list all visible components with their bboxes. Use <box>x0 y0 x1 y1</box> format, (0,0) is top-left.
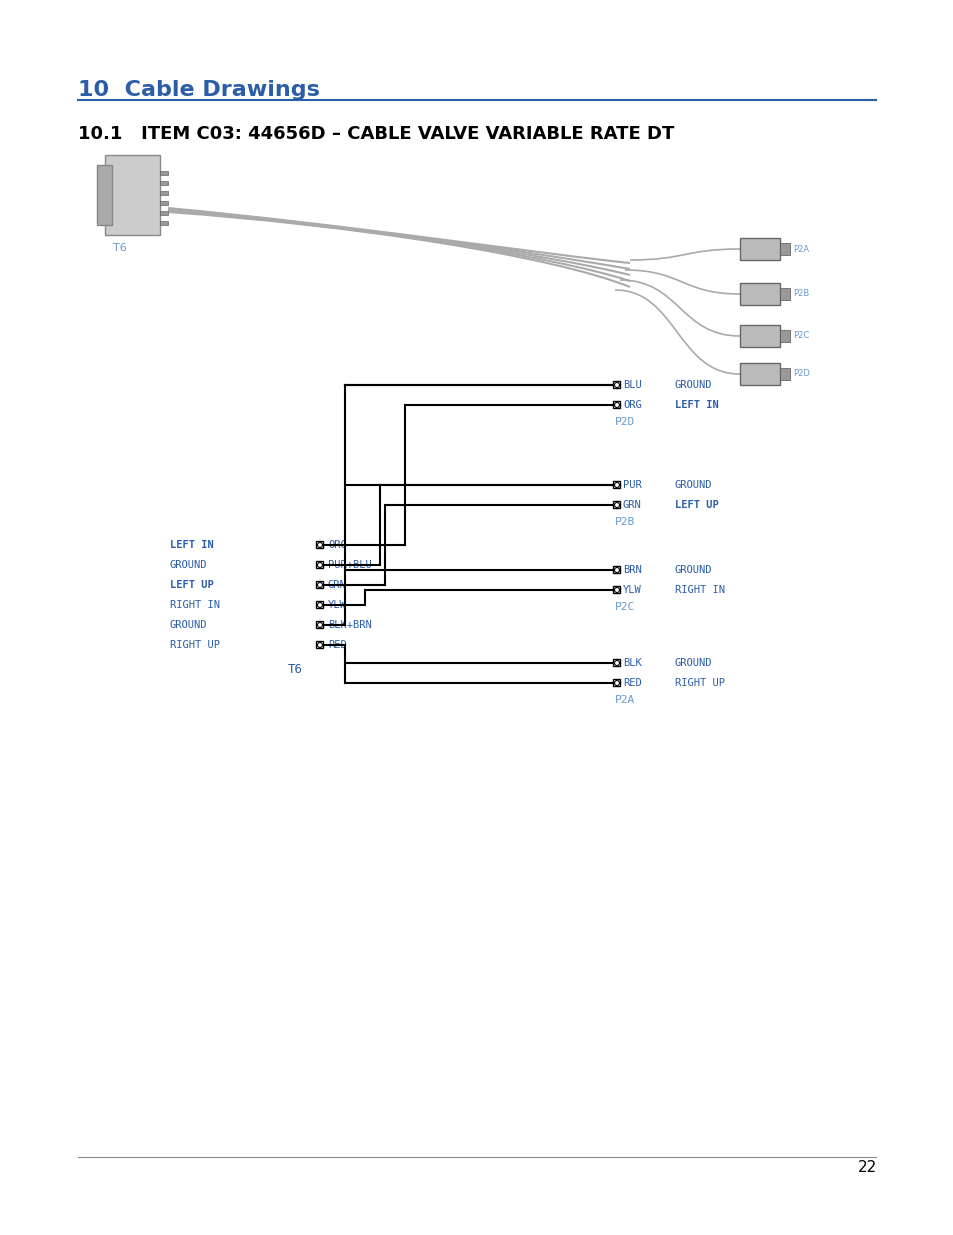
Circle shape <box>614 403 618 408</box>
Bar <box>315 561 323 568</box>
Bar <box>740 283 780 305</box>
Bar <box>613 382 619 388</box>
Text: BLU: BLU <box>622 380 641 390</box>
Text: RIGHT UP: RIGHT UP <box>675 678 724 688</box>
Bar <box>315 541 323 548</box>
Bar <box>160 182 168 185</box>
Text: T6: T6 <box>287 663 302 676</box>
Text: LEFT UP: LEFT UP <box>675 500 718 510</box>
Text: GROUND: GROUND <box>675 480 712 490</box>
Circle shape <box>317 562 322 568</box>
Bar <box>780 368 789 380</box>
Text: LEFT IN: LEFT IN <box>170 540 213 550</box>
Text: RIGHT IN: RIGHT IN <box>170 600 220 610</box>
Text: GROUND: GROUND <box>675 564 712 576</box>
Bar <box>613 566 619 573</box>
Text: BLK: BLK <box>622 658 641 668</box>
Text: ORG: ORG <box>328 540 346 550</box>
Circle shape <box>614 483 618 488</box>
Text: RED: RED <box>622 678 641 688</box>
Bar <box>160 221 168 225</box>
Bar <box>740 363 780 385</box>
Bar <box>613 480 619 488</box>
Text: RIGHT IN: RIGHT IN <box>675 585 724 595</box>
Bar <box>613 679 619 685</box>
Text: P2A: P2A <box>792 245 808 253</box>
Circle shape <box>614 588 618 593</box>
Bar <box>740 325 780 347</box>
Circle shape <box>614 661 618 666</box>
Bar <box>315 601 323 608</box>
Bar <box>780 243 789 254</box>
Text: 10  Cable Drawings: 10 Cable Drawings <box>78 80 319 100</box>
Text: P2A: P2A <box>615 695 635 705</box>
Text: YLW: YLW <box>328 600 346 610</box>
Text: ORG: ORG <box>622 400 641 410</box>
Text: BLK+BRN: BLK+BRN <box>328 620 372 630</box>
Text: P2D: P2D <box>615 417 635 427</box>
Bar <box>105 156 160 235</box>
Bar <box>315 580 323 588</box>
Text: GROUND: GROUND <box>675 380 712 390</box>
Bar <box>315 621 323 629</box>
Text: PUR: PUR <box>622 480 641 490</box>
Circle shape <box>317 642 322 647</box>
Bar <box>613 401 619 408</box>
Bar <box>780 288 789 300</box>
Bar <box>780 330 789 342</box>
Text: RED: RED <box>328 640 346 650</box>
Bar <box>160 170 168 175</box>
Circle shape <box>317 542 322 547</box>
Text: GROUND: GROUND <box>675 658 712 668</box>
Circle shape <box>317 583 322 588</box>
Circle shape <box>614 383 618 388</box>
Text: P2B: P2B <box>792 289 808 299</box>
Bar <box>613 501 619 508</box>
Bar <box>160 201 168 205</box>
Bar <box>613 659 619 666</box>
Text: P2B: P2B <box>615 517 635 527</box>
Text: BRN: BRN <box>622 564 641 576</box>
Text: T6: T6 <box>113 243 127 253</box>
Circle shape <box>614 568 618 573</box>
Circle shape <box>614 680 618 685</box>
Bar <box>160 211 168 215</box>
Bar <box>97 165 112 225</box>
Bar <box>315 641 323 648</box>
Bar <box>160 191 168 195</box>
Text: GROUND: GROUND <box>170 620 208 630</box>
Text: GRN: GRN <box>622 500 641 510</box>
Text: 10.1   ITEM C03: 44656D – CABLE VALVE VARIABLE RATE DT: 10.1 ITEM C03: 44656D – CABLE VALVE VARI… <box>78 125 674 143</box>
Text: RIGHT UP: RIGHT UP <box>170 640 220 650</box>
Text: 22: 22 <box>857 1160 876 1174</box>
Circle shape <box>317 622 322 627</box>
Bar <box>613 585 619 593</box>
Text: GRN: GRN <box>328 580 346 590</box>
Text: PUR+BLU: PUR+BLU <box>328 559 372 571</box>
Circle shape <box>317 603 322 608</box>
Text: YLW: YLW <box>622 585 641 595</box>
Text: LEFT UP: LEFT UP <box>170 580 213 590</box>
Text: P2D: P2D <box>792 369 809 378</box>
Circle shape <box>614 503 618 508</box>
Text: GROUND: GROUND <box>170 559 208 571</box>
Text: P2C: P2C <box>615 601 635 613</box>
Text: P2C: P2C <box>792 331 808 341</box>
Bar <box>740 238 780 261</box>
Text: LEFT IN: LEFT IN <box>675 400 718 410</box>
